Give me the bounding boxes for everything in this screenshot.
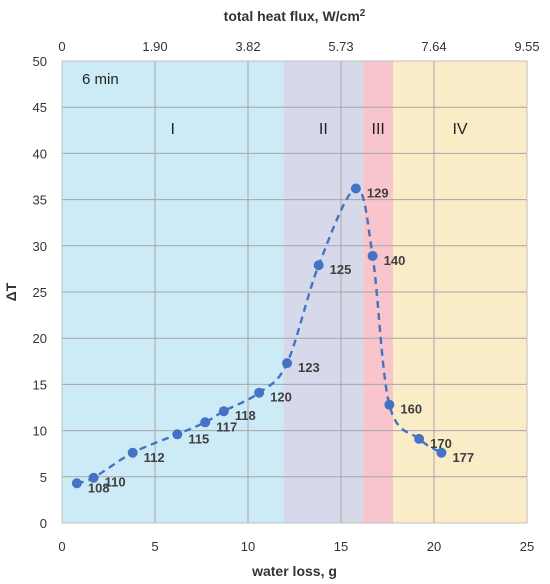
data-point bbox=[200, 417, 211, 428]
top-tick-label: 1.90 bbox=[142, 39, 167, 54]
data-point bbox=[127, 447, 138, 458]
data-label: 110 bbox=[105, 475, 126, 490]
region-labels: I II III IV bbox=[170, 121, 467, 138]
top-tick-labels: 0 1.90 3.82 5.73 7.64 9.55 bbox=[58, 39, 539, 54]
x-tick-labels: 0 5 10 15 20 25 bbox=[58, 539, 534, 554]
time-annotation: 6 min bbox=[82, 71, 119, 88]
data-label: 177 bbox=[452, 450, 474, 465]
y-tick-label: 5 bbox=[40, 470, 47, 485]
data-label: 170 bbox=[430, 436, 452, 451]
gridlines bbox=[62, 61, 527, 523]
data-point bbox=[282, 358, 293, 369]
y-axis-title: ΔT bbox=[3, 282, 19, 301]
data-point bbox=[254, 387, 265, 398]
data-label: 160 bbox=[400, 402, 422, 417]
x-tick-label: 10 bbox=[241, 539, 255, 554]
data-label: 125 bbox=[330, 262, 352, 277]
y-tick-label: 45 bbox=[33, 100, 47, 115]
top-axis-title: total heat flux, W/cm2 bbox=[224, 8, 366, 25]
y-tick-label: 15 bbox=[33, 377, 47, 392]
data-point bbox=[218, 406, 229, 417]
y-tick-label: 20 bbox=[33, 331, 47, 346]
y-tick-label: 25 bbox=[33, 285, 47, 300]
data-label: 117 bbox=[216, 419, 237, 434]
data-label: 123 bbox=[298, 360, 320, 375]
data-point bbox=[414, 433, 425, 444]
data-label: 118 bbox=[235, 408, 256, 423]
region-label-III: III bbox=[372, 121, 385, 138]
data-point bbox=[172, 429, 183, 440]
top-tick-label: 5.73 bbox=[328, 39, 353, 54]
y-tick-labels: 0 5 10 15 20 25 30 35 40 45 50 bbox=[33, 54, 47, 531]
top-tick-label: 0 bbox=[58, 39, 65, 54]
x-tick-label: 5 bbox=[151, 539, 158, 554]
x-tick-label: 20 bbox=[427, 539, 441, 554]
data-label: 120 bbox=[270, 390, 292, 405]
data-label: 115 bbox=[188, 431, 209, 446]
data-point bbox=[88, 472, 99, 483]
data-point bbox=[71, 478, 82, 489]
region-label-II: II bbox=[319, 121, 328, 138]
x-tick-label: 15 bbox=[334, 539, 348, 554]
x-tick-label: 25 bbox=[520, 539, 534, 554]
top-tick-label: 9.55 bbox=[514, 39, 539, 54]
data-point bbox=[313, 260, 324, 271]
y-tick-label: 0 bbox=[40, 516, 47, 531]
y-tick-label: 40 bbox=[33, 146, 47, 161]
region-label-I: I bbox=[170, 121, 174, 138]
data-label: 108 bbox=[88, 480, 110, 495]
top-tick-label: 7.64 bbox=[421, 39, 446, 54]
plot-frame bbox=[61, 60, 528, 524]
data-label: 129 bbox=[367, 186, 389, 201]
y-tick-label: 35 bbox=[33, 193, 47, 208]
x-tick-label: 0 bbox=[58, 539, 65, 554]
y-tick-label: 10 bbox=[33, 424, 47, 439]
top-tick-label: 3.82 bbox=[235, 39, 260, 54]
data-points bbox=[71, 183, 447, 489]
y-tick-label: 50 bbox=[33, 54, 47, 69]
region-label-IV: IV bbox=[452, 121, 467, 138]
data-point bbox=[367, 250, 378, 261]
data-label: 140 bbox=[384, 253, 406, 268]
data-point bbox=[350, 183, 361, 194]
y-tick-label: 30 bbox=[33, 239, 47, 254]
data-point bbox=[384, 399, 395, 410]
x-axis-title: water loss, g bbox=[251, 563, 337, 579]
data-label: 112 bbox=[144, 450, 165, 465]
data-point bbox=[436, 447, 447, 458]
